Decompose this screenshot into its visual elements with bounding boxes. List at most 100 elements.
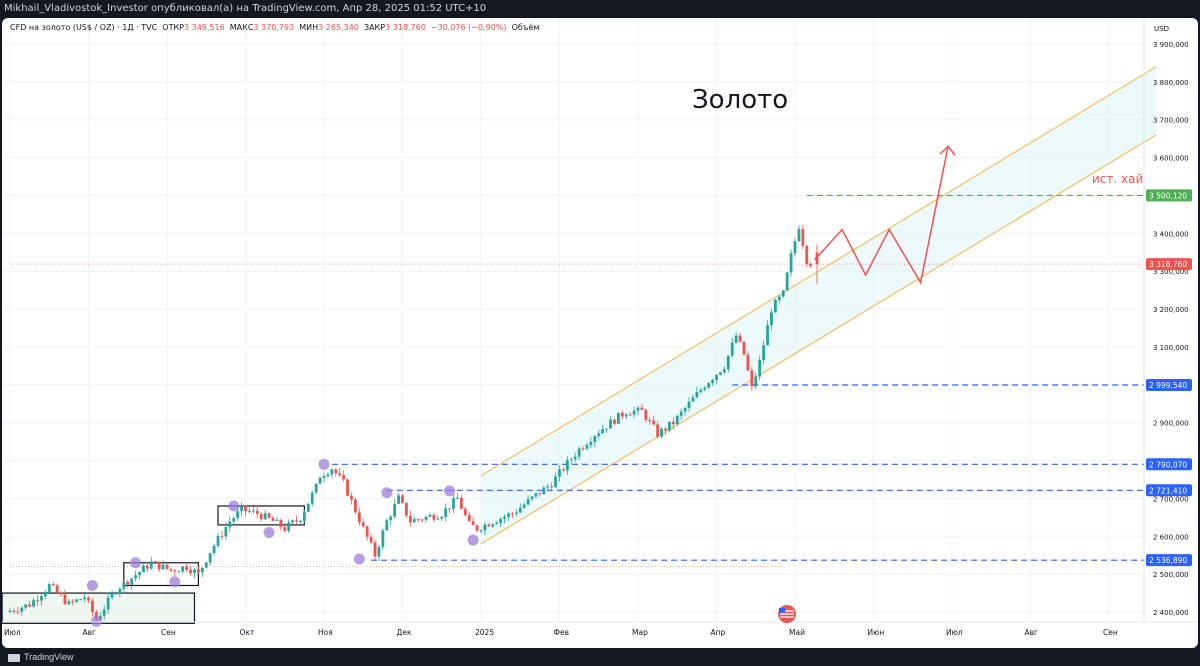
candle-body bbox=[762, 345, 765, 360]
flag-icon[interactable] bbox=[778, 605, 796, 623]
candle-body bbox=[416, 519, 420, 521]
candle-body bbox=[530, 496, 534, 500]
chart-panel[interactable]: USD 2 400,000 2 500,000 2 600,000 2 700,000… bbox=[2, 18, 1198, 648]
candle-body bbox=[730, 342, 734, 356]
candle-body bbox=[55, 585, 59, 593]
ath-label: ист. хай bbox=[1092, 172, 1143, 186]
pivot-marker bbox=[467, 534, 479, 546]
price-tick-label: 2 700,000 bbox=[1153, 495, 1189, 503]
candle-body bbox=[581, 448, 585, 450]
candle-body bbox=[797, 229, 801, 242]
time-tick-label: Окт bbox=[240, 628, 255, 637]
time-tick-label: Авг bbox=[1025, 628, 1039, 637]
pivot-marker bbox=[444, 485, 456, 497]
candle-body bbox=[703, 387, 707, 390]
candle-body bbox=[758, 359, 762, 377]
currency-label: USD bbox=[1154, 25, 1169, 33]
candle-body bbox=[251, 510, 255, 512]
candle-body bbox=[569, 459, 573, 461]
candle-body bbox=[609, 419, 612, 429]
candle-body bbox=[554, 476, 557, 488]
price-tick-label: 2 500,000 bbox=[1153, 571, 1189, 579]
candle-body bbox=[16, 611, 20, 613]
candle-body bbox=[173, 570, 177, 572]
candle-body bbox=[781, 290, 785, 297]
candle-body bbox=[275, 519, 279, 521]
candle-body bbox=[87, 597, 90, 601]
candle-body bbox=[47, 584, 51, 592]
candle-body bbox=[675, 415, 679, 425]
candle-body bbox=[8, 610, 12, 612]
candle-body bbox=[236, 511, 240, 519]
candle-body bbox=[397, 495, 400, 504]
candle-body bbox=[491, 524, 495, 527]
candle-body bbox=[306, 503, 310, 512]
candle-body bbox=[295, 520, 298, 522]
candle-body bbox=[452, 498, 455, 509]
candle-body bbox=[393, 503, 397, 517]
candle-body bbox=[361, 522, 365, 527]
candle-body bbox=[550, 486, 554, 488]
candle-body bbox=[310, 492, 314, 504]
candle-body bbox=[777, 296, 781, 300]
candle-body bbox=[726, 355, 730, 370]
candle-body bbox=[695, 391, 699, 398]
candle-body bbox=[267, 513, 271, 518]
high-label: МАКС bbox=[229, 23, 254, 32]
candle-body bbox=[24, 604, 28, 608]
ascending-channel bbox=[480, 66, 1157, 545]
candle-body bbox=[287, 522, 291, 531]
candle-body bbox=[271, 517, 275, 521]
candle-body bbox=[542, 487, 546, 495]
candle-body bbox=[683, 407, 687, 412]
candle-body bbox=[652, 420, 656, 425]
candle-body bbox=[405, 502, 408, 516]
candle-body bbox=[436, 518, 440, 520]
candle-body bbox=[259, 514, 263, 520]
candle-body bbox=[283, 527, 287, 531]
price-chart[interactable]: USD 2 400,000 2 500,000 2 600,000 2 700,000… bbox=[2, 18, 1198, 648]
candle-body bbox=[597, 433, 601, 437]
candle-body bbox=[75, 599, 79, 602]
candle-body bbox=[208, 553, 212, 563]
candle-body bbox=[63, 594, 67, 605]
candle-body bbox=[165, 564, 169, 569]
pivot-marker bbox=[263, 526, 275, 538]
candle-body bbox=[326, 474, 330, 477]
level-price-text: 2 721,410 bbox=[1149, 486, 1187, 495]
candle-body bbox=[734, 335, 738, 343]
candle-body bbox=[440, 516, 444, 519]
candle-body bbox=[738, 335, 742, 342]
candle-body bbox=[793, 241, 797, 254]
candle-body bbox=[330, 469, 334, 475]
level-price-text: 2 790,070 bbox=[1149, 460, 1187, 469]
close-value: 3 318,760 bbox=[385, 23, 426, 32]
candle-body bbox=[318, 477, 322, 484]
candle-body bbox=[514, 512, 518, 514]
candle-body bbox=[385, 520, 389, 531]
channel-fill bbox=[481, 66, 1157, 544]
time-tick-label: Июн bbox=[868, 628, 885, 637]
candle-body bbox=[32, 600, 35, 607]
candle-body bbox=[299, 520, 302, 522]
candle-body bbox=[142, 565, 145, 573]
candle-body bbox=[181, 566, 185, 572]
candle-body bbox=[59, 592, 63, 595]
candle-body bbox=[177, 571, 181, 573]
level-price-badge bbox=[1146, 554, 1192, 567]
publish-attribution: Mikhail_Vladivostok_Investor опубликовал… bbox=[0, 0, 1200, 18]
candle-body bbox=[499, 518, 503, 523]
pivot-marker bbox=[130, 557, 142, 569]
time-tick-label: Фев bbox=[554, 628, 570, 637]
forecast-line bbox=[814, 146, 949, 285]
candle-body bbox=[632, 410, 636, 415]
symbol-legend: CFD на золото (US$ / OZ) · 1Д · TVC ОТКР… bbox=[10, 23, 539, 32]
candle-body bbox=[357, 512, 361, 523]
candle-body bbox=[742, 341, 746, 355]
price-tick-label: 2 600,000 bbox=[1153, 533, 1189, 541]
candle-body bbox=[169, 568, 173, 571]
volume-label: Объём bbox=[511, 23, 540, 32]
candle-body bbox=[644, 409, 648, 421]
